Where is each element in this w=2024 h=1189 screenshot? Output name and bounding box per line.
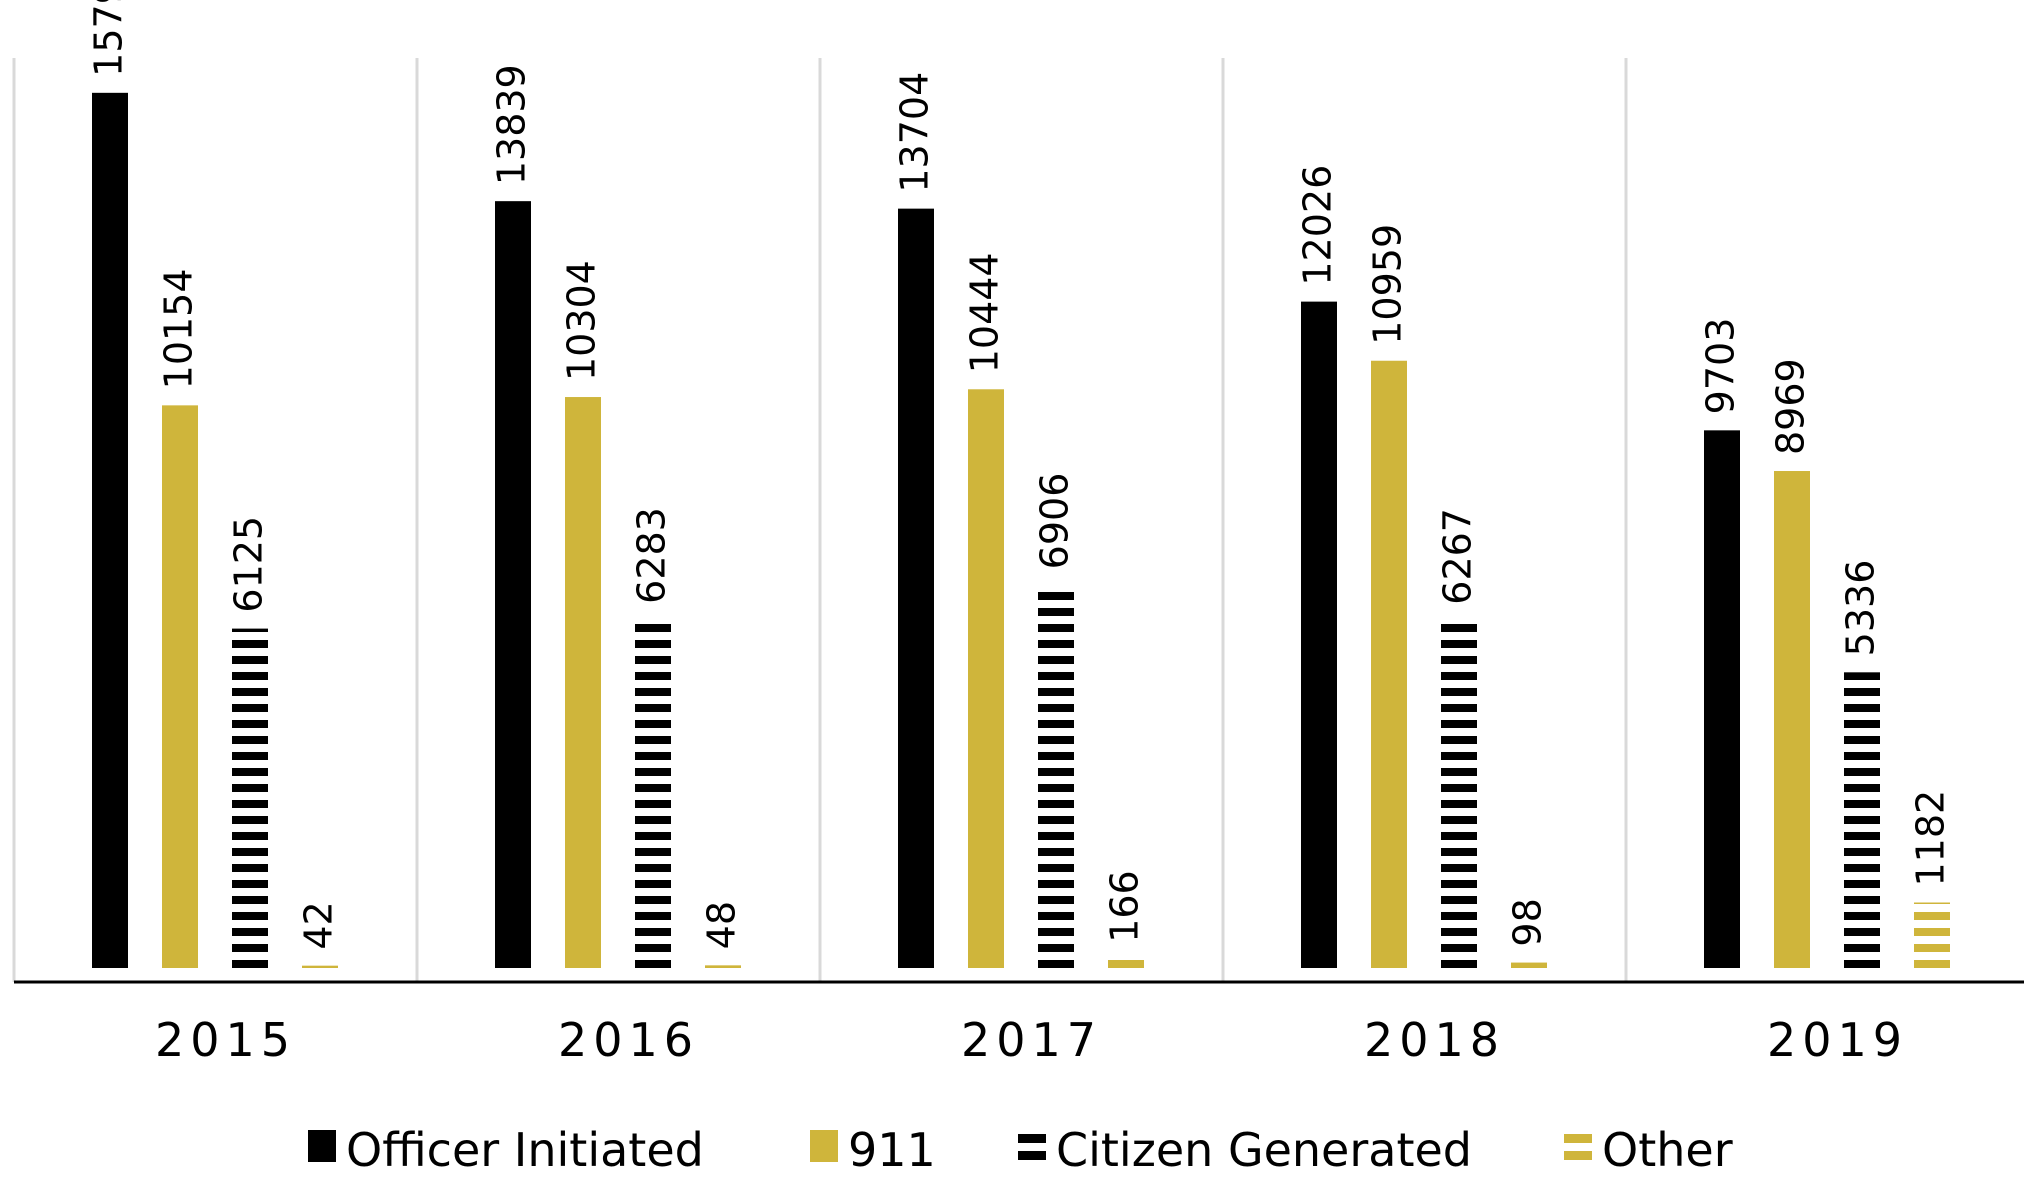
x-tick-label-2016: 2016 xyxy=(558,1013,699,1067)
legend-swatch-other-stripe xyxy=(1564,1151,1592,1160)
bar-citizen-generated-2019 xyxy=(1844,672,1880,968)
data-label-other-2019: 1182 xyxy=(1909,790,1953,887)
legend-label-citizen-generated: Citizen Generated xyxy=(1056,1123,1472,1177)
data-label-911-2019: 8969 xyxy=(1769,358,1813,455)
bar-citizen-generated-2015 xyxy=(232,628,268,968)
legend-item-911: 911 xyxy=(810,1123,936,1177)
legend-swatch-citizen-generated-stripe xyxy=(1018,1151,1046,1160)
legend-item-other: Other xyxy=(1564,1123,1733,1177)
legend: Officer Initiated 911 Citizen Generated Oth… xyxy=(308,1123,1733,1177)
data-label-officer-initiated-2015: 15794 xyxy=(87,0,131,77)
legend-item-citizen-generated: Citizen Generated xyxy=(1018,1123,1472,1177)
data-label-911-2016: 10304 xyxy=(560,260,604,381)
data-label-officer-initiated-2018: 12026 xyxy=(1296,165,1340,286)
data-label-officer-initiated-2016: 13839 xyxy=(490,64,534,185)
legend-label-911: 911 xyxy=(848,1123,936,1177)
bar-911-2019 xyxy=(1774,471,1810,968)
x-tick-label-2019: 2019 xyxy=(1767,1013,1908,1067)
bar-other-2019 xyxy=(1914,902,1950,968)
data-label-citizen-generated-2015: 6125 xyxy=(227,516,271,613)
bar-other-2017 xyxy=(1108,958,1144,968)
data-label-citizen-generated-2017: 6906 xyxy=(1033,473,1077,570)
bar-911-2018 xyxy=(1371,360,1407,969)
legend-label-other: Other xyxy=(1602,1123,1733,1177)
x-tick-label-2018: 2018 xyxy=(1364,1013,1505,1067)
gridlines xyxy=(12,58,1628,982)
bar-officer-initiated-2019 xyxy=(1704,430,1740,968)
legend-item-officer-initiated: Officer Initiated xyxy=(308,1123,704,1177)
bar-other-2015 xyxy=(302,965,338,968)
bar-officer-initiated-2016 xyxy=(495,201,531,968)
data-label-911-2018: 10959 xyxy=(1366,224,1410,345)
data-label-citizen-generated-2018: 6267 xyxy=(1436,508,1480,605)
x-tick-label-2017: 2017 xyxy=(961,1013,1102,1067)
data-label-citizen-generated-2019: 5336 xyxy=(1839,560,1883,657)
data-labels: 15794 10154 6125 42 13839 10304 6283 48 13704 104… xyxy=(87,0,1953,950)
bar-911-2015 xyxy=(162,405,198,968)
legend-swatch-officer-initiated xyxy=(308,1130,336,1162)
bar-other-2016 xyxy=(705,965,741,968)
bar-911-2017 xyxy=(968,389,1004,968)
legend-swatch-other xyxy=(1564,1134,1592,1143)
bar-officer-initiated-2018 xyxy=(1301,301,1337,968)
bar-citizen-generated-2016 xyxy=(635,619,671,968)
data-label-other-2017: 166 xyxy=(1103,870,1147,943)
data-label-other-2018: 98 xyxy=(1506,898,1550,946)
legend-label-officer-initiated: Officer Initiated xyxy=(346,1123,704,1177)
bar-citizen-generated-2017 xyxy=(1038,585,1074,968)
x-tick-label-2015: 2015 xyxy=(155,1013,296,1067)
bar-officer-initiated-2015 xyxy=(92,92,128,968)
data-label-citizen-generated-2016: 6283 xyxy=(630,507,674,604)
legend-swatch-citizen-generated xyxy=(1018,1134,1046,1143)
data-label-other-2015: 42 xyxy=(297,901,341,949)
legend-swatch-911 xyxy=(810,1130,838,1162)
bar-other-2018 xyxy=(1511,962,1547,968)
bars xyxy=(92,92,1950,969)
data-label-911-2017: 10444 xyxy=(963,252,1007,373)
data-label-officer-initiated-2019: 9703 xyxy=(1699,318,1743,415)
data-label-911-2015: 10154 xyxy=(157,268,201,389)
x-axis-tick-labels: 2015 2016 2017 2018 2019 xyxy=(155,1013,1908,1067)
bar-911-2016 xyxy=(565,397,601,968)
bar-citizen-generated-2018 xyxy=(1441,620,1477,968)
data-label-other-2016: 48 xyxy=(700,901,744,949)
data-label-officer-initiated-2017: 13704 xyxy=(893,72,937,193)
bar-officer-initiated-2017 xyxy=(898,208,934,968)
